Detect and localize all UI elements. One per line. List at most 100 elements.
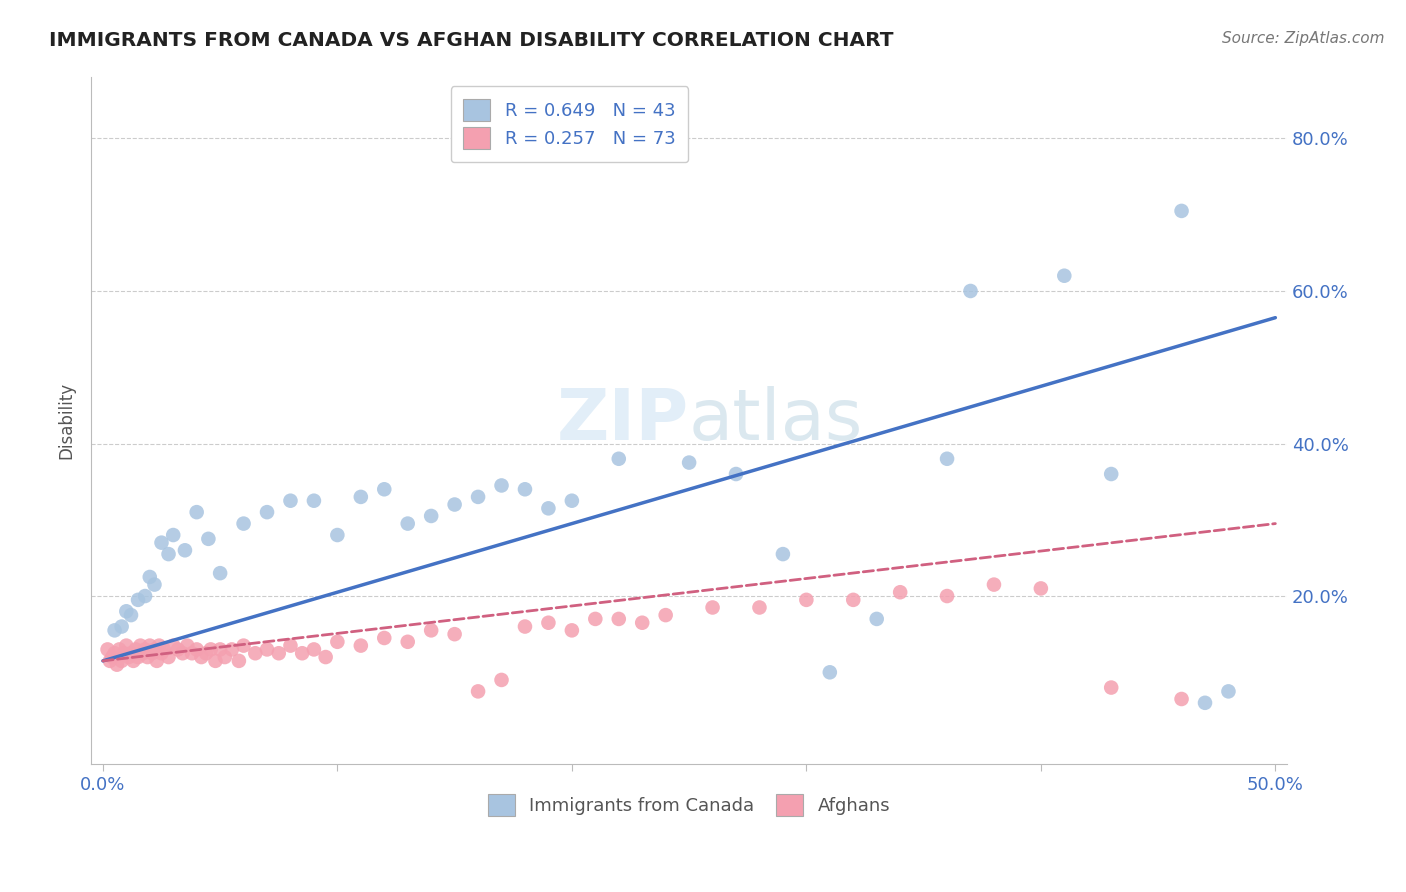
Point bbox=[195, 646, 218, 660]
Point bbox=[561, 493, 583, 508]
Point bbox=[108, 642, 131, 657]
Point bbox=[280, 493, 302, 508]
Point bbox=[513, 483, 536, 497]
Point bbox=[143, 642, 166, 657]
Point bbox=[631, 615, 654, 630]
Point bbox=[1053, 268, 1076, 283]
Point bbox=[148, 639, 170, 653]
Point bbox=[326, 635, 349, 649]
Point bbox=[186, 642, 208, 657]
Point bbox=[983, 577, 1005, 591]
Point bbox=[1194, 696, 1216, 710]
Point bbox=[396, 516, 419, 531]
Point bbox=[139, 639, 162, 653]
Point bbox=[443, 627, 465, 641]
Point bbox=[1170, 203, 1192, 218]
Point bbox=[748, 600, 770, 615]
Point bbox=[134, 589, 156, 603]
Point bbox=[134, 642, 156, 657]
Point bbox=[396, 635, 419, 649]
Point bbox=[132, 646, 155, 660]
Point bbox=[373, 483, 395, 497]
Point bbox=[139, 570, 162, 584]
Point bbox=[607, 612, 630, 626]
Point bbox=[232, 516, 254, 531]
Point bbox=[256, 642, 278, 657]
Point bbox=[129, 639, 152, 653]
Point bbox=[190, 650, 212, 665]
Point bbox=[105, 657, 128, 672]
Point bbox=[267, 646, 290, 660]
Point bbox=[120, 608, 142, 623]
Point bbox=[866, 612, 889, 626]
Point bbox=[467, 490, 489, 504]
Point bbox=[724, 467, 747, 481]
Point bbox=[181, 646, 204, 660]
Point bbox=[537, 501, 560, 516]
Point bbox=[146, 654, 169, 668]
Point bbox=[228, 654, 250, 668]
Point bbox=[120, 646, 142, 660]
Point bbox=[654, 608, 676, 623]
Point bbox=[772, 547, 794, 561]
Point bbox=[104, 624, 127, 638]
Point bbox=[702, 600, 724, 615]
Point bbox=[111, 619, 134, 633]
Point bbox=[197, 532, 219, 546]
Legend: Immigrants from Canada, Afghans: Immigrants from Canada, Afghans bbox=[481, 787, 897, 823]
Point bbox=[1218, 684, 1240, 698]
Point bbox=[818, 665, 841, 680]
Point bbox=[326, 528, 349, 542]
Point bbox=[936, 451, 959, 466]
Point bbox=[420, 508, 443, 523]
Point bbox=[443, 498, 465, 512]
Point bbox=[150, 535, 173, 549]
Point bbox=[162, 528, 184, 542]
Point bbox=[1170, 692, 1192, 706]
Point bbox=[157, 547, 180, 561]
Point bbox=[204, 654, 226, 668]
Point bbox=[302, 493, 325, 508]
Text: IMMIGRANTS FROM CANADA VS AFGHAN DISABILITY CORRELATION CHART: IMMIGRANTS FROM CANADA VS AFGHAN DISABIL… bbox=[49, 31, 894, 50]
Point bbox=[111, 654, 134, 668]
Point bbox=[1029, 582, 1052, 596]
Point bbox=[97, 642, 120, 657]
Point bbox=[537, 615, 560, 630]
Point bbox=[583, 612, 606, 626]
Point bbox=[115, 604, 138, 618]
Point bbox=[959, 284, 981, 298]
Point bbox=[350, 490, 373, 504]
Point bbox=[889, 585, 911, 599]
Y-axis label: Disability: Disability bbox=[58, 382, 75, 459]
Point bbox=[491, 673, 513, 687]
Point bbox=[936, 589, 959, 603]
Text: atlas: atlas bbox=[689, 386, 863, 455]
Point bbox=[232, 639, 254, 653]
Point bbox=[104, 646, 127, 660]
Point bbox=[186, 505, 208, 519]
Point bbox=[607, 451, 630, 466]
Point bbox=[491, 478, 513, 492]
Point bbox=[1099, 681, 1122, 695]
Point bbox=[176, 639, 198, 653]
Point bbox=[127, 650, 149, 665]
Point bbox=[209, 642, 232, 657]
Point bbox=[172, 646, 194, 660]
Point bbox=[420, 624, 443, 638]
Point bbox=[1099, 467, 1122, 481]
Point bbox=[280, 639, 302, 653]
Point bbox=[98, 654, 121, 668]
Point bbox=[150, 646, 173, 660]
Point bbox=[143, 577, 166, 591]
Text: ZIP: ZIP bbox=[557, 386, 689, 455]
Point bbox=[125, 642, 148, 657]
Point bbox=[118, 650, 141, 665]
Point bbox=[256, 505, 278, 519]
Point bbox=[153, 642, 176, 657]
Point bbox=[136, 650, 159, 665]
Point bbox=[141, 646, 163, 660]
Point bbox=[373, 631, 395, 645]
Point bbox=[245, 646, 267, 660]
Point bbox=[200, 642, 222, 657]
Point bbox=[174, 543, 197, 558]
